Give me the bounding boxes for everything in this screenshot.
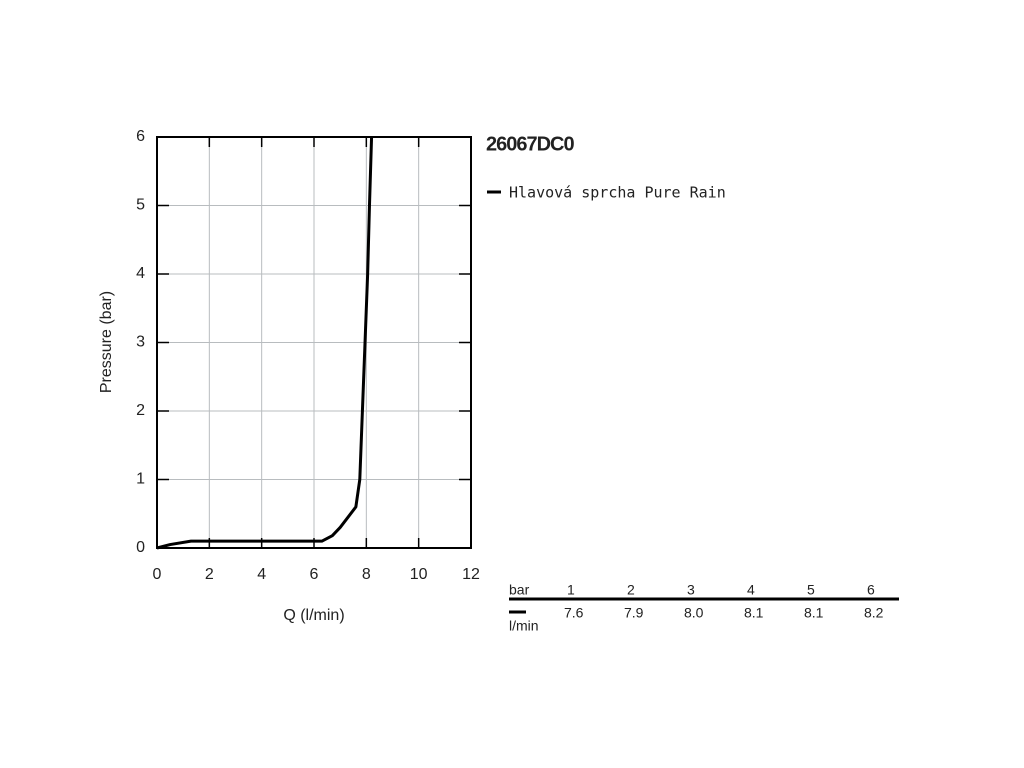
x-tick-label: 4 — [257, 566, 266, 583]
table-pressure: 1 — [567, 582, 575, 598]
y-tick-label: 1 — [136, 471, 145, 488]
table-flow: 8.1 — [804, 605, 824, 621]
x-axis-label: Q (l/min) — [283, 607, 344, 624]
y-tick-label: 6 — [136, 128, 145, 145]
table-row-label: l/min — [509, 618, 539, 634]
table-pressure: 5 — [807, 582, 815, 598]
x-tick-label: 12 — [462, 566, 480, 583]
data-line — [156, 136, 374, 550]
y-tick-label: 2 — [136, 402, 145, 419]
plot-frame — [156, 136, 472, 549]
legend-label: Hlavová sprcha Pure Rain — [509, 184, 726, 202]
table-pressure: 4 — [747, 582, 755, 598]
y-axis-label: Pressure (bar) — [98, 291, 115, 393]
y-tick-label: 5 — [136, 197, 145, 214]
table-flow: 8.2 — [864, 605, 884, 621]
table-pressure: 6 — [867, 582, 875, 598]
chart-title: 26067DC0 — [486, 133, 575, 155]
table-pressure: 2 — [627, 582, 635, 598]
y-tick-label: 0 — [136, 539, 145, 556]
table-flow: 7.9 — [624, 605, 644, 621]
table-flow: 8.0 — [684, 605, 704, 621]
y-tick-label: 4 — [136, 265, 145, 282]
table-row-label: bar — [509, 582, 530, 598]
x-tick-label: 2 — [205, 566, 214, 583]
table-pressure: 3 — [687, 582, 695, 598]
x-tick-label: 0 — [153, 566, 162, 583]
table-flow: 8.1 — [744, 605, 764, 621]
x-tick-label: 10 — [410, 566, 428, 583]
table-flow: 7.6 — [564, 605, 584, 621]
x-tick-label: 6 — [310, 566, 319, 583]
y-tick-label: 3 — [136, 334, 145, 351]
x-tick-label: 8 — [362, 566, 371, 583]
